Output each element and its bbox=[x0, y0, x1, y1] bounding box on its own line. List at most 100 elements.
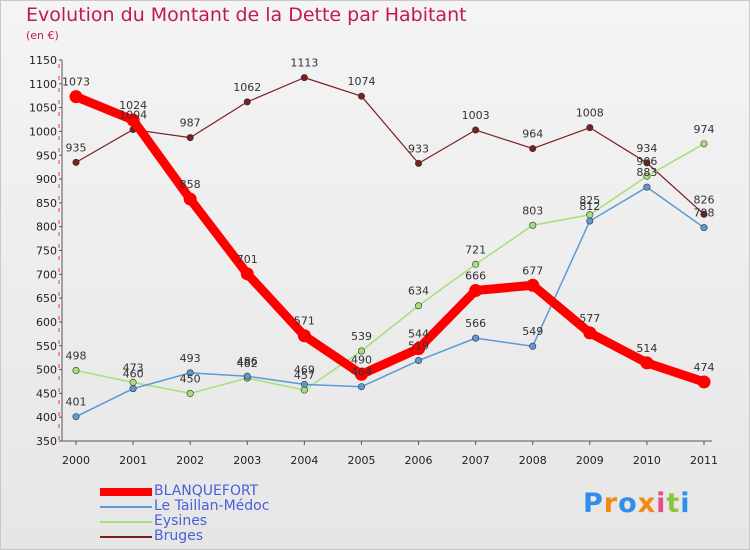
data-label: 401 bbox=[66, 396, 87, 409]
data-point bbox=[700, 210, 708, 218]
data-label: 1073 bbox=[62, 76, 90, 89]
x-tick-label: 2007 bbox=[462, 454, 490, 467]
data-label: 935 bbox=[66, 141, 87, 154]
legend-swatch bbox=[100, 487, 152, 496]
data-label: 571 bbox=[294, 315, 315, 328]
logo-letter: i bbox=[656, 488, 667, 519]
data-point bbox=[415, 159, 423, 167]
chart-title: Evolution du Montant de la Dette par Hab… bbox=[26, 4, 467, 26]
logo-letter: x bbox=[637, 488, 657, 519]
x-tick-label: 2003 bbox=[233, 454, 261, 467]
data-label: 474 bbox=[694, 361, 715, 374]
x-tick-label: 2011 bbox=[690, 454, 718, 467]
data-point bbox=[126, 113, 140, 127]
legend-label: Eysines bbox=[154, 513, 208, 529]
x-tick-label: 2006 bbox=[405, 454, 433, 467]
x-tick-label: 2002 bbox=[176, 454, 204, 467]
data-point bbox=[72, 367, 80, 375]
data-label: 566 bbox=[465, 317, 486, 330]
x-tick-label: 2005 bbox=[347, 454, 375, 467]
logo-letter: r bbox=[603, 488, 619, 519]
data-label: 812 bbox=[579, 200, 600, 213]
data-label: 987 bbox=[180, 117, 201, 130]
y-tick-label: 600 bbox=[36, 316, 57, 329]
data-point bbox=[700, 140, 708, 148]
data-point bbox=[526, 278, 540, 292]
y-tick-label: 650 bbox=[36, 292, 57, 305]
x-tick-label: 2008 bbox=[519, 454, 547, 467]
data-labels-group: 935 1004 987 1062 1113 1074 933 1003 964 1008 934 8… bbox=[62, 57, 715, 409]
data-label: 498 bbox=[66, 350, 87, 363]
data-label: 1074 bbox=[347, 75, 375, 88]
legend-label: Bruges bbox=[154, 528, 204, 544]
data-label: 473 bbox=[123, 361, 144, 374]
legend-item: Bruges bbox=[100, 529, 215, 544]
data-label: 933 bbox=[408, 142, 429, 155]
data-point bbox=[357, 383, 365, 391]
data-point bbox=[700, 224, 708, 232]
data-label: 1003 bbox=[462, 109, 490, 122]
data-label: 677 bbox=[522, 264, 543, 277]
data-label: 858 bbox=[180, 178, 201, 191]
logo-letter: P bbox=[583, 488, 604, 519]
data-label: 934 bbox=[636, 142, 657, 155]
data-label: 493 bbox=[180, 352, 201, 365]
series-line-0 bbox=[71, 92, 709, 387]
legend-item: Eysines bbox=[100, 514, 215, 529]
legend-label: Le Taillan-Médoc bbox=[154, 498, 270, 514]
data-point bbox=[186, 134, 194, 142]
data-point bbox=[472, 126, 480, 134]
data-point bbox=[643, 159, 651, 167]
y-tick-label: 700 bbox=[36, 268, 57, 281]
data-label: 1113 bbox=[290, 57, 318, 70]
data-label: 490 bbox=[351, 353, 372, 366]
data-label: 803 bbox=[522, 204, 543, 217]
data-point bbox=[354, 367, 368, 381]
data-point bbox=[472, 334, 480, 342]
data-label: 964 bbox=[522, 128, 543, 141]
data-point bbox=[469, 284, 483, 298]
data-label: 549 bbox=[522, 325, 543, 338]
data-label: 1062 bbox=[233, 81, 261, 94]
data-point bbox=[643, 183, 651, 191]
y-tick-label: 1150 bbox=[29, 54, 57, 67]
x-tick-label: 2001 bbox=[119, 454, 147, 467]
data-label: 826 bbox=[694, 193, 715, 206]
data-label: 1004 bbox=[119, 109, 147, 122]
x-tick-label: 2010 bbox=[633, 454, 661, 467]
logo-letter: i bbox=[680, 488, 691, 519]
data-point bbox=[243, 372, 251, 380]
data-point bbox=[300, 74, 308, 82]
data-point bbox=[297, 329, 311, 343]
data-point bbox=[640, 356, 654, 370]
legend-swatch bbox=[100, 505, 152, 508]
data-point bbox=[357, 347, 365, 355]
data-point bbox=[415, 302, 423, 310]
data-point bbox=[412, 342, 426, 356]
data-point bbox=[643, 172, 651, 180]
x-tick-label: 2009 bbox=[576, 454, 604, 467]
series-line-3 bbox=[75, 77, 705, 215]
data-point bbox=[529, 145, 537, 153]
data-point bbox=[240, 267, 254, 281]
y-tick-label: 850 bbox=[36, 197, 57, 210]
data-label: 825 bbox=[579, 194, 600, 207]
chart-unit-label: (en €) bbox=[26, 29, 59, 42]
y-tick-label: 950 bbox=[36, 149, 57, 162]
data-point bbox=[697, 375, 711, 389]
data-label: 577 bbox=[579, 312, 600, 325]
y-tick-label: 500 bbox=[36, 364, 57, 377]
data-label: 460 bbox=[123, 368, 144, 381]
axes: 350 400 450 500 550 600 650 700 750 800 850 900 950 1… bbox=[29, 54, 718, 467]
data-label: 450 bbox=[180, 372, 201, 385]
y-tick-label: 1050 bbox=[29, 102, 57, 115]
data-point bbox=[586, 217, 594, 225]
data-label: 701 bbox=[237, 253, 258, 266]
data-point bbox=[72, 158, 80, 166]
logo-letter: o bbox=[618, 488, 638, 519]
legend-item: Le Taillan-Médoc bbox=[100, 499, 269, 514]
series-line-1 bbox=[75, 186, 705, 418]
data-label: 482 bbox=[237, 357, 258, 370]
